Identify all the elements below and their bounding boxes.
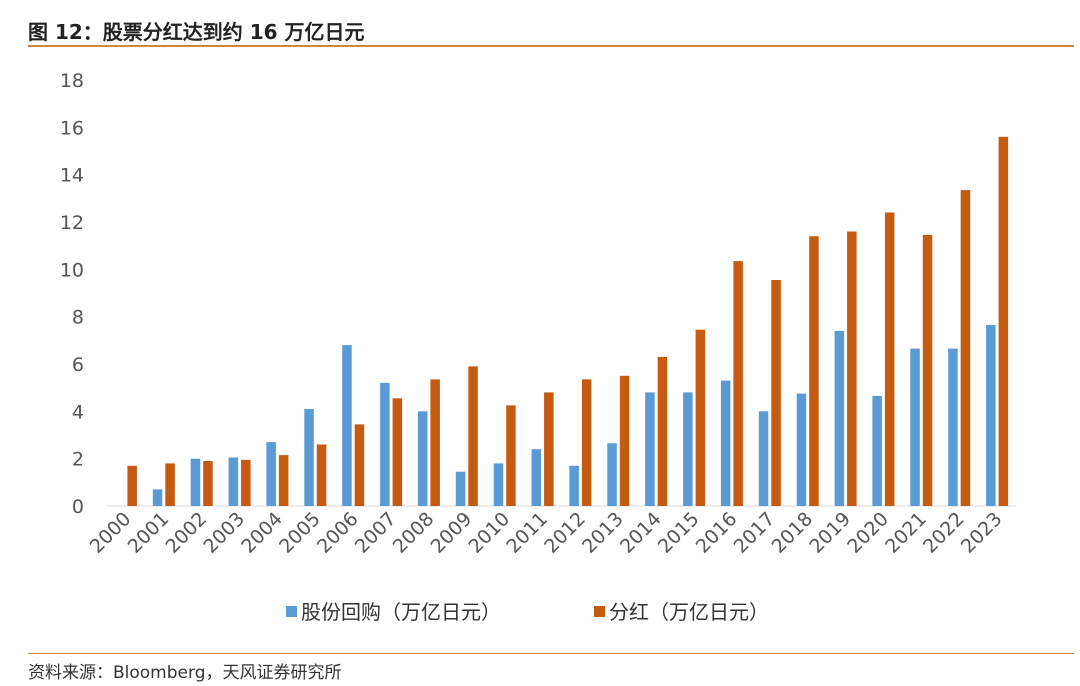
x-tick-label: 2015	[654, 508, 704, 558]
bar-dividend	[809, 236, 819, 506]
bar-dividend	[884, 212, 895, 506]
bar-buyback	[266, 442, 276, 506]
bar-buyback	[720, 380, 731, 506]
x-tick-label: 2023	[957, 508, 1007, 558]
bar-buyback	[152, 489, 163, 506]
x-tick-label: 2001	[124, 508, 174, 558]
bar-buyback	[455, 471, 466, 506]
bar-dividend	[657, 356, 668, 506]
x-tick-label: 2017	[730, 508, 780, 558]
bar-dividend	[847, 231, 857, 506]
bar-buyback	[683, 392, 693, 506]
bar-buyback	[796, 393, 807, 506]
bar-dividend	[544, 392, 554, 506]
x-tick-label: 2002	[161, 508, 211, 558]
bar-dividend	[695, 329, 706, 506]
y-tick-label: 12	[60, 212, 84, 234]
x-tick-label: 2003	[199, 508, 249, 558]
y-tick-label: 4	[72, 401, 84, 423]
bar-dividend	[771, 280, 781, 506]
bar-buyback	[569, 465, 579, 506]
legend: 股份回购（万亿日元） 分红（万亿日元）	[286, 600, 769, 624]
x-tick-label: 2011	[502, 508, 552, 558]
x-tick-label: 2013	[578, 508, 628, 558]
x-tick-label: 2012	[540, 508, 590, 558]
bar-buyback	[834, 330, 845, 506]
y-tick-label: 6	[72, 354, 84, 376]
bar-buyback	[417, 411, 428, 506]
x-tick-label: 2000	[86, 508, 136, 558]
legend-item-dividend: 分红（万亿日元）	[594, 600, 769, 624]
bar-buyback	[228, 457, 239, 506]
bar-buyback	[645, 392, 655, 506]
x-axis-labels: 2000200120022003200420052006200720082009…	[86, 508, 1007, 558]
x-tick-label: 2005	[275, 508, 325, 558]
x-tick-label: 2021	[881, 508, 931, 558]
y-tick-label: 10	[60, 259, 84, 281]
source-note: 资料来源：Bloomberg，天风证券研究所	[28, 663, 342, 683]
bar-dividend	[354, 424, 365, 506]
bar-buyback	[493, 463, 504, 506]
legend-item-buyback: 股份回购（万亿日元）	[286, 600, 501, 624]
bars	[127, 136, 1009, 507]
title-divider	[28, 45, 1074, 47]
x-tick-label: 2009	[427, 508, 477, 558]
x-tick-label: 2014	[616, 508, 666, 558]
y-tick-label: 0	[72, 496, 84, 518]
bar-dividend	[922, 235, 933, 506]
x-tick-label: 2022	[919, 508, 969, 558]
bar-dividend	[619, 375, 630, 506]
bar-dividend	[998, 136, 1009, 507]
bar-buyback	[190, 458, 201, 506]
bar-dividend	[506, 405, 516, 506]
x-tick-label: 2006	[313, 508, 363, 558]
bar-buyback	[872, 395, 882, 506]
x-tick-label: 2018	[767, 508, 817, 558]
y-tick-label: 18	[60, 70, 84, 92]
bar-buyback	[342, 345, 352, 506]
x-tick-label: 2016	[692, 508, 742, 558]
bar-chart: 0 2 4 6 8 10 12 14 16 18 200020012002200320042005…	[60, 70, 1016, 624]
bar-dividend	[316, 444, 327, 506]
x-tick-label: 2010	[464, 508, 514, 558]
x-tick-label: 2004	[237, 508, 287, 558]
legend-label-dividend: 分红（万亿日元）	[609, 600, 769, 624]
y-tick-label: 8	[72, 307, 84, 329]
y-tick-label: 14	[60, 165, 84, 187]
y-axis-labels: 0 2 4 6 8 10 12 14 16 18	[60, 70, 84, 518]
bar-dividend	[165, 463, 175, 506]
legend-swatch-dividend	[594, 606, 605, 617]
y-tick-label: 2	[72, 449, 84, 471]
x-tick-label: 2020	[843, 508, 893, 558]
footer-divider	[28, 653, 1074, 654]
bar-dividend	[468, 366, 478, 506]
bar-dividend	[392, 398, 403, 506]
bar-dividend	[430, 379, 440, 506]
bar-buyback	[986, 324, 996, 506]
y-tick-label: 16	[60, 117, 84, 139]
bar-buyback	[758, 411, 769, 506]
bar-buyback	[531, 449, 542, 506]
bar-dividend	[203, 461, 213, 506]
bar-buyback	[910, 348, 920, 506]
bar-dividend	[960, 190, 971, 506]
legend-swatch-buyback	[286, 606, 297, 617]
bar-dividend	[278, 455, 289, 506]
x-tick-label: 2019	[805, 508, 855, 558]
bar-buyback	[380, 382, 390, 506]
bar-dividend	[241, 459, 251, 506]
bar-dividend	[581, 379, 592, 506]
x-tick-label: 2007	[351, 508, 401, 558]
bar-buyback	[607, 443, 617, 506]
bar-dividend	[733, 261, 743, 506]
bar-buyback	[304, 409, 314, 506]
bar-dividend	[127, 465, 137, 506]
bar-buyback	[948, 348, 958, 506]
chart-title: 图 12：股票分红达到约 16 万亿日元	[28, 20, 365, 44]
x-tick-label: 2008	[389, 508, 439, 558]
legend-label-buyback: 股份回购（万亿日元）	[301, 600, 501, 624]
